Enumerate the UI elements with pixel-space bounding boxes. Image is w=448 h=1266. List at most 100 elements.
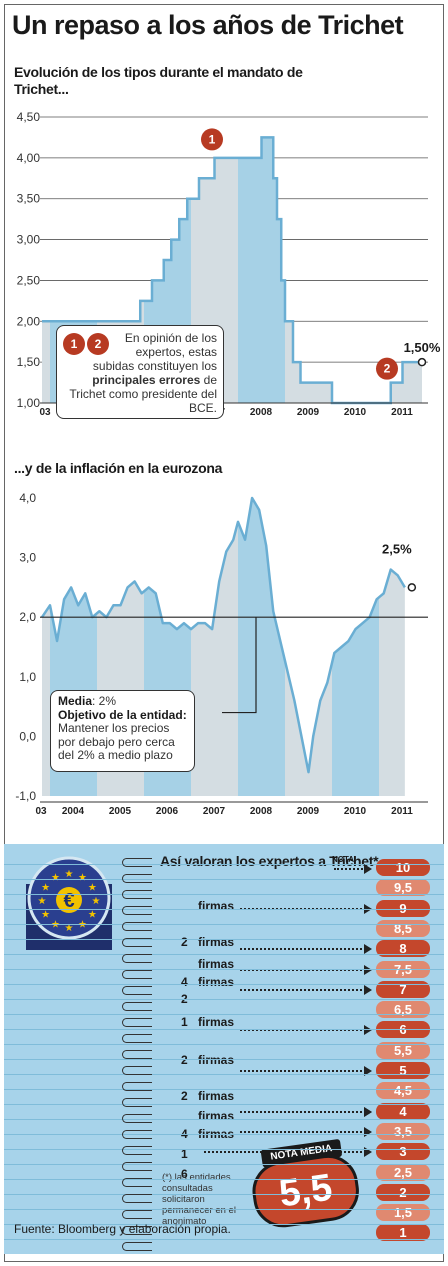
x-tick-label: 2011 [391, 407, 413, 418]
note-connector [222, 617, 257, 714]
row-count: 2 [181, 1053, 188, 1067]
binder-ring [122, 1114, 152, 1123]
ruled-line [4, 1074, 444, 1075]
euro-flag-icon: ★★★★★★★★★★★★ € [26, 856, 112, 950]
binder-ring [122, 1034, 152, 1043]
binder-ring [122, 1066, 152, 1075]
ruled-line [4, 1089, 444, 1090]
y-tick-label: 4,0 [19, 491, 36, 505]
arrow-icon [240, 1025, 372, 1036]
arrow-icon [240, 944, 372, 955]
y-tick-label: 2,00 [17, 314, 41, 328]
y-tick-label: 2,0 [19, 610, 36, 624]
row-count: 6 [181, 1167, 188, 1181]
row-count: 4 [181, 975, 188, 989]
ruled-line [4, 909, 444, 910]
ratings-panel: ★★★★★★★★★★★★ € Así valoran los expertos … [4, 844, 444, 1254]
year-band [238, 137, 285, 403]
row-firmas-label: firmas [198, 975, 235, 989]
binder-ring [122, 890, 152, 899]
y-tick-label: 4,00 [17, 151, 41, 165]
year-band [332, 498, 379, 796]
x-tick-label: 2008 [250, 407, 273, 418]
x-tick-label: 2009 [297, 407, 320, 418]
binder-ring [122, 874, 152, 883]
binder-ring [122, 986, 152, 995]
row-firmas-label: firmas [198, 1015, 235, 1029]
x-tick-label: 2008 [250, 806, 273, 817]
binder-ring [122, 1018, 152, 1027]
ruled-line [4, 1059, 444, 1060]
note-media-label: Media [58, 694, 93, 708]
x-tick-label: 2004 [62, 806, 85, 817]
nota-arrow-icon [334, 864, 372, 874]
y-tick-label: 4,50 [17, 110, 41, 124]
star-icon: ★ [38, 896, 47, 907]
grade-pill: 2 [376, 1183, 430, 1201]
binder-ring [122, 1146, 152, 1155]
nota-label: NOTA [332, 855, 355, 864]
x-tick-label: 2010 [344, 407, 367, 418]
ruled-line [4, 969, 444, 970]
star-icon: ★ [92, 896, 101, 907]
ruled-line [4, 924, 444, 925]
ruled-line [4, 1209, 444, 1210]
arrow-icon [240, 1106, 372, 1117]
average-badge: NOTA MEDIA 5,5 [247, 1137, 366, 1235]
note-objective-text: Mantener los precios por debajo pero cer… [58, 721, 175, 762]
y-tick-label: -1,0 [15, 789, 36, 803]
star-icon: ★ [41, 883, 50, 894]
grade-pill: 8 [376, 940, 430, 958]
binder-ring [122, 1242, 152, 1251]
year-band [332, 137, 379, 403]
ruled-line [4, 1224, 444, 1225]
binder-ring [122, 1178, 152, 1187]
row-count: 2 [181, 1089, 188, 1103]
grade-pill: 4,5 [376, 1082, 430, 1100]
svg-text:1: 1 [209, 132, 216, 146]
year-band [42, 498, 50, 796]
infographic-frame [4, 4, 444, 1262]
note-text-end: de Trichet como presidente del BCE. [69, 373, 217, 415]
star-icon: ★ [78, 873, 87, 884]
note-objective-label: Objetivo de la entidad [58, 707, 183, 722]
ratings-footnote: (*) las entidades consultadas solicitaro… [162, 1172, 236, 1227]
star-icon: ★ [88, 883, 97, 894]
star-icon: ★ [65, 923, 74, 934]
binder-ring [122, 906, 152, 915]
ruled-line [4, 1044, 444, 1045]
binder-ring [122, 1194, 152, 1203]
source-note: Fuente: Bloomberg y elaboración propia. [14, 1222, 231, 1236]
ruled-line [4, 1104, 444, 1105]
x-tick-label: 2011 [391, 806, 413, 817]
row-count: 2 [181, 935, 188, 949]
ruled-line [4, 939, 444, 940]
binder-ring [122, 1082, 152, 1091]
ruled-line [4, 879, 444, 880]
star-icon: ★ [65, 869, 74, 880]
ruled-line [4, 1194, 444, 1195]
ratings-title: Así valoran los expertos a Trichet* [160, 853, 379, 869]
ruled-line [4, 999, 444, 1000]
star-icon: ★ [51, 873, 60, 884]
y-tick-label: 1,0 [19, 670, 36, 684]
grade-pill: 9 [376, 899, 430, 917]
arrow-icon [240, 1066, 372, 1076]
svg-text:€: € [63, 890, 74, 912]
binder-ring [122, 1050, 152, 1059]
year-band [191, 498, 238, 796]
rates-end-point [417, 357, 427, 367]
row-firmas-label: firmas [198, 1053, 235, 1067]
y-tick-label: 2,50 [17, 273, 41, 287]
grade-pill: 9,5 [376, 879, 430, 897]
row-firmas-label: firmas [198, 935, 235, 949]
grade-pill: 1 [376, 1224, 430, 1242]
x-tick-label: 2006 [156, 806, 179, 817]
inflation-series-line [40, 496, 406, 774]
grade-pill: 1,5 [376, 1204, 430, 1222]
star-icon: ★ [41, 910, 50, 921]
peak-badge: 1 [201, 128, 223, 151]
ruled-line [4, 1149, 444, 1150]
x-tick-label: 2007 [203, 806, 226, 817]
